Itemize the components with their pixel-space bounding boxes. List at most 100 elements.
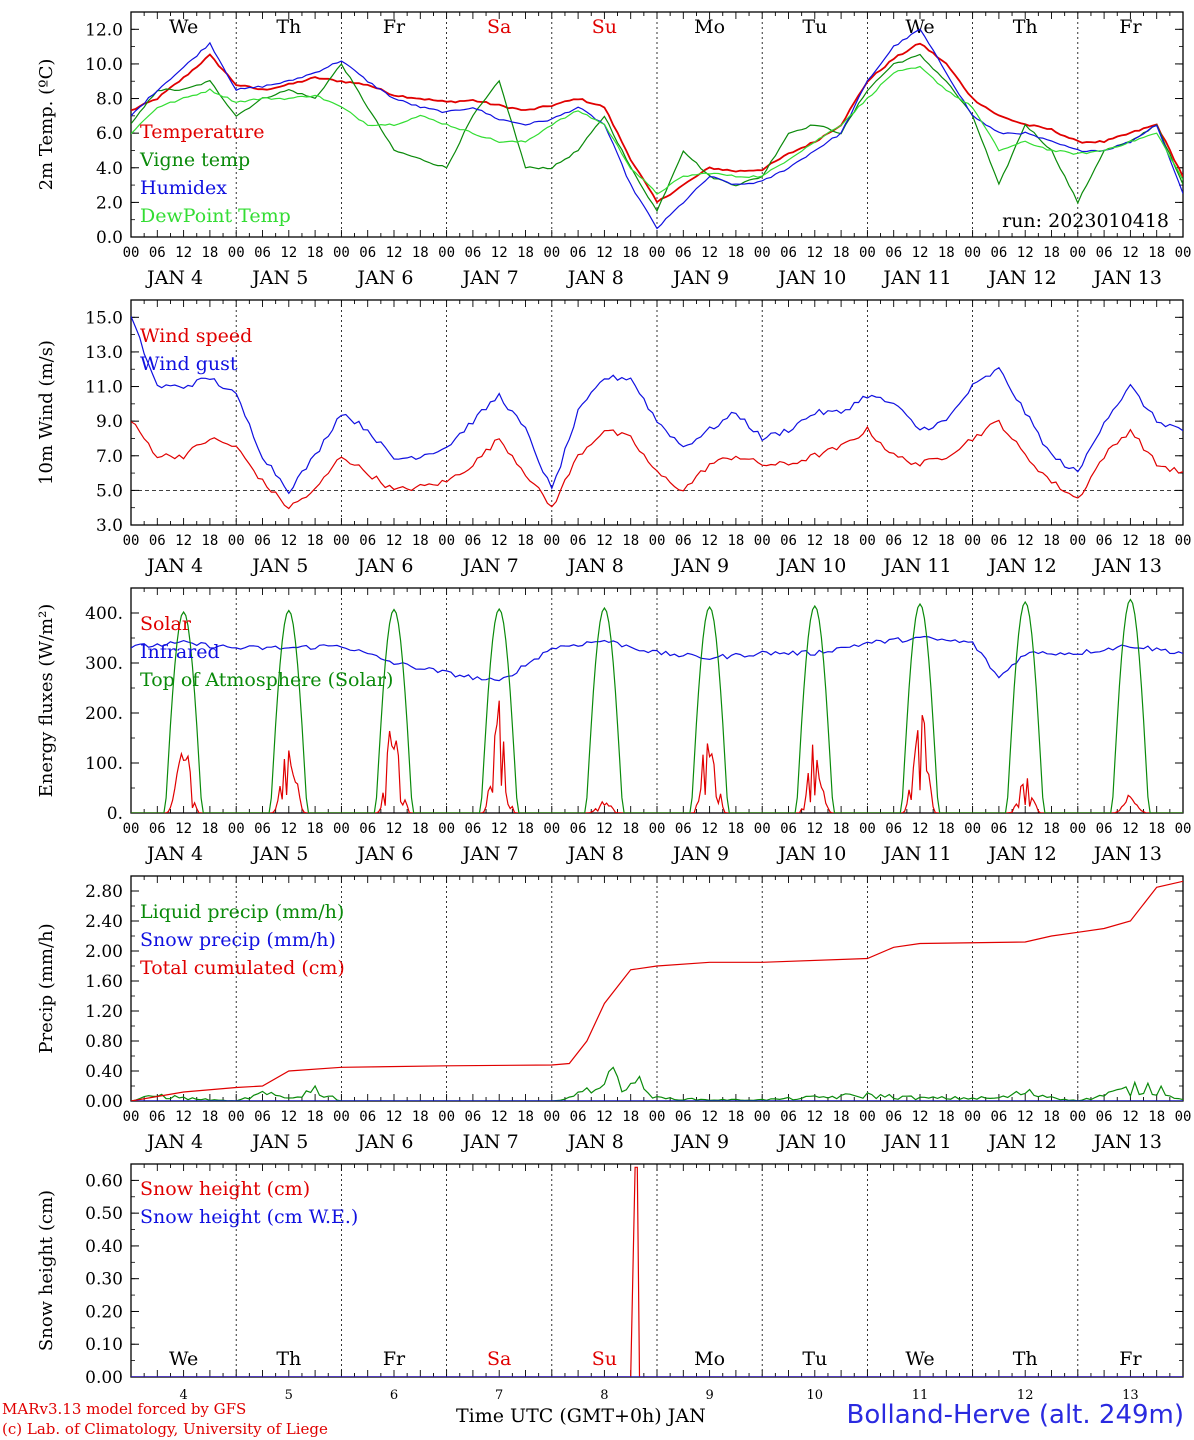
hour-tick-label: 06 (254, 533, 271, 549)
y-tick-label: 0.80 (85, 1032, 123, 1052)
hour-tick-label: 18 (833, 533, 850, 549)
hour-tick-label: 12 (806, 1109, 823, 1125)
hour-tick-label: 06 (675, 533, 692, 549)
date-label: JAN 13 (1092, 1131, 1162, 1153)
hour-tick-label: 18 (517, 245, 534, 261)
date-label: JAN 7 (461, 267, 519, 289)
hour-tick-label: 06 (254, 1109, 271, 1125)
hour-tick-label: 00 (964, 1109, 981, 1125)
y-tick-label: 0.40 (85, 1062, 123, 1082)
date-label: JAN 9 (671, 1131, 729, 1153)
y-tick-label: 13.0 (85, 343, 123, 363)
hour-tick-label: 00 (964, 245, 981, 261)
hour-tick-label: 06 (359, 245, 376, 261)
hour-tick-label: 18 (833, 821, 850, 837)
date-label: JAN 7 (461, 555, 519, 577)
date-label: JAN 6 (355, 555, 413, 577)
hour-tick-label: 00 (649, 821, 666, 837)
hour-tick-label: 18 (938, 533, 955, 549)
hour-tick-label: 12 (1122, 245, 1139, 261)
day-name-tu: Tu (802, 1348, 827, 1370)
y-axis-label: 10m Wind (m/s) (36, 340, 57, 485)
hour-tick-label: 18 (833, 1109, 850, 1125)
hour-tick-label: 00 (649, 533, 666, 549)
hour-tick-label: 18 (833, 245, 850, 261)
day-name-th: Th (1013, 16, 1038, 38)
y-axis-label: Snow height (cm) (36, 1190, 57, 1351)
hour-tick-label: 06 (780, 1109, 797, 1125)
hour-tick-label: 12 (701, 1109, 718, 1125)
legend-entry: Snow height (cm) (140, 1178, 310, 1200)
y-tick-label: 2.0 (96, 193, 123, 213)
legend-entry: Snow height (cm W.E.) (140, 1206, 358, 1228)
date-label: JAN 10 (776, 843, 846, 865)
series-line-total-cumulated-cm- (131, 880, 1183, 1101)
date-label: JAN 4 (145, 555, 203, 577)
hour-tick-label: 12 (491, 821, 508, 837)
y-tick-label: 3.0 (96, 516, 123, 536)
series-group (131, 316, 1183, 510)
day-name-fr: Fr (383, 1348, 406, 1370)
date-label: JAN 8 (566, 267, 624, 289)
hour-tick-label: 18 (727, 821, 744, 837)
y-tick-label: 10.0 (85, 55, 123, 75)
hour-tick-label: 00 (859, 821, 876, 837)
hour-tick-label: 00 (123, 1109, 140, 1125)
y-tick-label: 12.0 (85, 20, 123, 40)
hour-tick-label: 06 (149, 245, 166, 261)
series-line-humidex (131, 28, 1183, 230)
hour-tick-label: 12 (701, 821, 718, 837)
y-tick-label: 5.0 (96, 481, 123, 501)
hour-tick-label: 18 (622, 1109, 639, 1125)
date-label: JAN 9 (671, 555, 729, 577)
hour-tick-label: 00 (649, 245, 666, 261)
hour-tick-label: 00 (333, 245, 350, 261)
hour-tick-label: 00 (228, 821, 245, 837)
legend-entry: Solar (140, 613, 192, 635)
panel-4: 0.00 0.40 0.80 1.20 1.60 2.00 2.40 2.80 Precip (… (36, 875, 1191, 1153)
hour-tick-label: 06 (149, 1109, 166, 1125)
hour-tick-label: 00 (1069, 1109, 1086, 1125)
y-axis-label: Energy fluxes (W/m²) (36, 604, 57, 798)
series-line-vigne-temp (131, 53, 1183, 213)
hour-tick-label: 06 (675, 245, 692, 261)
hour-tick-label: 18 (622, 533, 639, 549)
day-name-we: We (905, 16, 934, 38)
hour-tick-label: 06 (149, 821, 166, 837)
hour-tick-label: 12 (806, 821, 823, 837)
hour-tick-label: 12 (912, 533, 929, 549)
hour-tick-label: 12 (491, 245, 508, 261)
hour-tick-label: 18 (1043, 1109, 1060, 1125)
hour-tick-label: 00 (333, 821, 350, 837)
hour-tick-label: 12 (280, 533, 297, 549)
day-number-label: 10 (807, 1388, 824, 1403)
day-name-we: We (905, 1348, 934, 1370)
day-name-th: Th (276, 16, 301, 38)
hour-tick-label: 06 (780, 533, 797, 549)
date-label: JAN 12 (987, 267, 1057, 289)
hour-tick-label: 06 (990, 821, 1007, 837)
day-number-label: 13 (1122, 1388, 1139, 1403)
series-group (131, 880, 1183, 1101)
hour-tick-label: 12 (912, 245, 929, 261)
date-label: JAN 12 (987, 1131, 1057, 1153)
hour-tick-label: 18 (727, 1109, 744, 1125)
series-group (131, 598, 1183, 813)
date-label: JAN 7 (461, 843, 519, 865)
date-label: JAN 13 (1092, 267, 1162, 289)
hour-tick-label: 00 (123, 245, 140, 261)
series-group (131, 28, 1183, 230)
hour-tick-label: 12 (806, 245, 823, 261)
hour-tick-label: 12 (1017, 821, 1034, 837)
y-tick-label: 6.0 (96, 124, 123, 144)
model-credit: MARv3.13 model forced by GFS (2, 1400, 247, 1418)
hour-tick-label: 06 (570, 533, 587, 549)
hour-tick-label: 00 (333, 1109, 350, 1125)
date-label: JAN 11 (881, 267, 951, 289)
hour-tick-label: 00 (228, 1109, 245, 1125)
hour-tick-label: 06 (885, 1109, 902, 1125)
date-label: JAN 8 (566, 555, 624, 577)
hour-tick-label: 12 (175, 245, 192, 261)
hour-tick-label: 06 (885, 245, 902, 261)
hour-tick-label: 06 (254, 245, 271, 261)
